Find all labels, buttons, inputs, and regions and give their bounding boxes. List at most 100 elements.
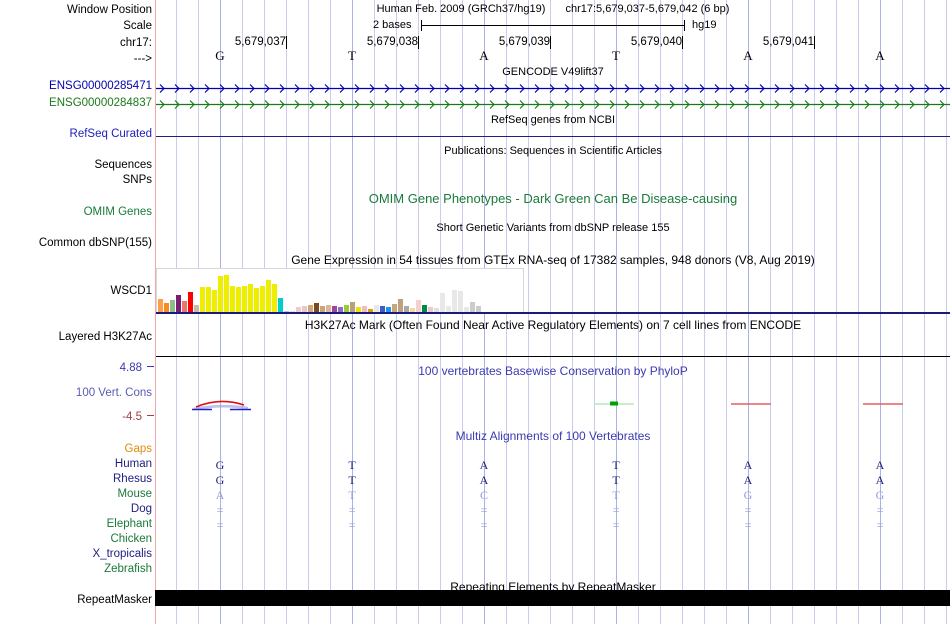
label-species-dog[interactable]: Dog: [130, 503, 152, 515]
gtex-bar[interactable]: [320, 306, 325, 312]
gencode-transcript-row-1[interactable]: [156, 83, 950, 94]
multiz-row-chicken[interactable]: [156, 533, 950, 548]
gtex-bar[interactable]: [260, 286, 265, 312]
gtex-bar[interactable]: [446, 306, 451, 312]
dbsnp-center-title[interactable]: Short Genetic Variants from dbSNP releas…: [436, 222, 670, 234]
gtex-bar[interactable]: [440, 293, 445, 312]
label-species-human[interactable]: Human: [114, 458, 152, 470]
gtex-bar[interactable]: [206, 287, 211, 312]
gtex-bar[interactable]: [338, 307, 343, 312]
gtex-bar[interactable]: [242, 286, 247, 312]
multiz-row-dog[interactable]: = = = = = =: [156, 503, 950, 518]
gtex-bar[interactable]: [434, 308, 439, 312]
gtex-bar[interactable]: [200, 287, 205, 312]
gtex-bar[interactable]: [272, 284, 277, 312]
gtex-bar[interactable]: [236, 287, 241, 312]
multiz-center-title[interactable]: Multiz Alignments of 100 Vertebrates: [455, 429, 651, 443]
gtex-bar[interactable]: [332, 306, 337, 312]
label-multiz-gaps[interactable]: Gaps: [124, 443, 153, 455]
gtex-bar[interactable]: [350, 302, 355, 312]
gtex-bar[interactable]: [290, 311, 295, 312]
gtex-bar[interactable]: [452, 290, 457, 312]
label-repeatmasker[interactable]: RepeatMasker: [77, 594, 152, 606]
gtex-bar[interactable]: [302, 306, 307, 312]
refseq-center-title[interactable]: RefSeq genes from NCBI: [490, 114, 616, 126]
label-chrom[interactable]: chr17:: [120, 37, 152, 49]
label-species-x-tropicalis[interactable]: X_tropicalis: [92, 548, 152, 560]
gtex-bar[interactable]: [344, 305, 349, 312]
gtex-bar[interactable]: [284, 311, 289, 312]
gtex-bar[interactable]: [308, 305, 313, 312]
label-publications-snps[interactable]: SNPs: [122, 174, 152, 186]
gtex-bar[interactable]: [380, 306, 385, 312]
gtex-bar[interactable]: [296, 307, 301, 312]
refseq-feature-line[interactable]: [156, 136, 950, 137]
label-layered-h3k27ac[interactable]: Layered H3K27Ac: [58, 331, 152, 343]
label-100-vert-cons[interactable]: 100 Vert. Cons: [75, 387, 152, 399]
gtex-bar[interactable]: [476, 306, 481, 312]
gtex-bar-chart[interactable]: [156, 268, 950, 314]
gtex-center-title[interactable]: Gene Expression in 54 tissues from GTEx …: [291, 253, 815, 267]
gtex-bar[interactable]: [224, 275, 229, 312]
phylop-conservation-plot[interactable]: [156, 380, 950, 436]
coordinate-ruler[interactable]: 5,679,037 5,679,038 5,679,039 5,679,040 5,67…: [156, 36, 950, 52]
publications-center-title[interactable]: Publications: Sequences in Scientific Ar…: [444, 145, 662, 157]
label-publications-sequences[interactable]: Sequences: [94, 159, 152, 171]
label-gtex-wscd1[interactable]: WSCD1: [110, 285, 152, 297]
gtex-bar[interactable]: [458, 291, 463, 312]
label-species-chicken[interactable]: Chicken: [110, 533, 152, 545]
gtex-bar[interactable]: [176, 295, 181, 312]
gtex-bar[interactable]: [314, 303, 319, 312]
gtex-bar[interactable]: [248, 284, 253, 312]
gtex-bar[interactable]: [182, 301, 187, 312]
h3k27ac-center-title[interactable]: H3K27Ac Mark (Often Found Near Active Re…: [304, 318, 802, 332]
gtex-bar[interactable]: [410, 308, 415, 312]
gtex-bar[interactable]: [194, 305, 199, 312]
gtex-bar[interactable]: [428, 307, 433, 312]
gtex-bar[interactable]: [188, 292, 193, 312]
multiz-row-zebrafish[interactable]: [156, 563, 950, 578]
label-scale[interactable]: Scale: [123, 20, 152, 32]
label-window-position[interactable]: Window Position: [66, 4, 152, 16]
gtex-bar[interactable]: [416, 300, 421, 312]
multiz-alignment-rows[interactable]: G T A T A A G T A T A A A T C T G G = = = = = = = = = = = =: [156, 458, 950, 578]
multiz-row-x_tropicalis[interactable]: [156, 548, 950, 563]
gtex-bar[interactable]: [464, 307, 469, 312]
gtex-bar[interactable]: [254, 288, 259, 312]
label-species-rhesus[interactable]: Rhesus: [113, 473, 152, 485]
label-species-mouse[interactable]: Mouse: [117, 488, 152, 500]
gtex-bar[interactable]: [218, 276, 223, 312]
repeatmasker-feature-bar[interactable]: [155, 590, 950, 606]
gtex-bar[interactable]: [266, 280, 271, 312]
gtex-bar[interactable]: [404, 306, 409, 312]
track-drawing-area[interactable]: Human Feb. 2009 (GRCh37/hg19) chr17:5,67…: [155, 0, 950, 624]
gtex-bar[interactable]: [164, 303, 169, 312]
label-species-zebrafish[interactable]: Zebrafish: [104, 563, 152, 575]
gtex-bar[interactable]: [386, 307, 391, 312]
label-common-dbsnp[interactable]: Common dbSNP(155): [38, 237, 152, 249]
label-omim-genes[interactable]: OMIM Genes: [83, 206, 152, 218]
gtex-bars[interactable]: [158, 269, 482, 312]
gtex-bar[interactable]: [374, 305, 379, 312]
gtex-bar[interactable]: [158, 299, 163, 312]
label-gencode-ensg00000284837[interactable]: ENSG00000284837: [49, 97, 152, 109]
gtex-bar[interactable]: [230, 286, 235, 312]
gtex-bar[interactable]: [470, 302, 475, 312]
label-refseq-curated[interactable]: RefSeq Curated: [69, 128, 152, 140]
omim-center-title[interactable]: OMIM Gene Phenotypes - Dark Green Can Be…: [368, 191, 738, 206]
label-gencode-ensg00000285471[interactable]: ENSG00000285471: [49, 80, 152, 92]
label-species-elephant[interactable]: Elephant: [106, 518, 152, 530]
gtex-bar[interactable]: [278, 298, 283, 312]
phylop-center-title[interactable]: 100 vertebrates Basewise Conservation by…: [418, 364, 688, 378]
multiz-row-elephant[interactable]: = = = = = =: [156, 518, 950, 533]
gtex-bar[interactable]: [170, 300, 175, 312]
gtex-bar[interactable]: [392, 304, 397, 312]
gtex-bar[interactable]: [398, 299, 403, 312]
gencode-center-title[interactable]: GENCODE V49lift37: [502, 66, 604, 78]
gtex-bar[interactable]: [356, 307, 361, 312]
gtex-bar[interactable]: [368, 309, 373, 312]
